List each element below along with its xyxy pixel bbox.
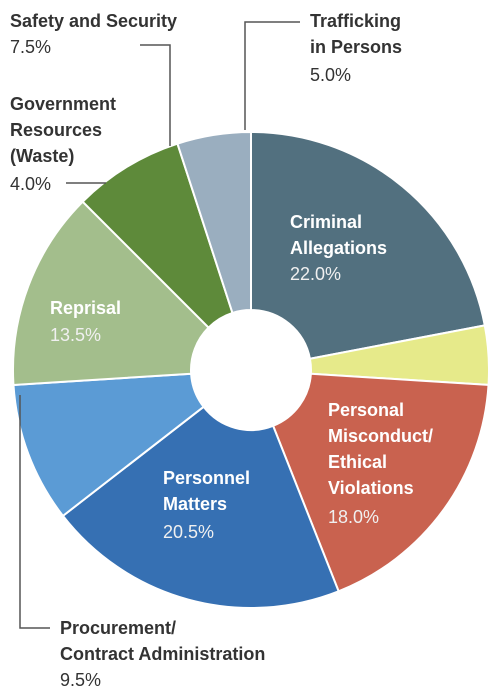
slice [176,130,252,315]
slice [12,200,210,387]
label-line: Procurement/ [60,618,181,638]
category-label: Personnel Matters [163,468,255,514]
value-label: 9.5% [60,670,101,690]
slice [271,372,488,593]
label-line: Reprisal [50,298,121,318]
value-label: 20.5% [163,522,214,542]
leader-line [244,21,300,130]
slice [61,405,340,609]
category-label: Criminal Allegations [290,212,387,258]
label-line: Criminal [290,212,367,232]
leader-line [19,395,50,629]
label-line: in Persons [310,37,402,57]
donut [12,130,488,609]
category-label: Personal Misconduct/ Ethical Violations [328,400,438,498]
value-label: 22.0% [290,264,341,284]
label-line: Matters [163,494,227,514]
leader-line [140,44,171,146]
label-line: (Waste) [10,146,74,166]
value-label: 18.0% [328,507,379,527]
label-line: Safety and Security [10,11,177,31]
label-line: Contract Administration [60,644,265,664]
label-line: Government [10,94,121,114]
value-label: 5.0% [310,65,351,85]
slice [12,372,205,518]
slice [250,130,486,360]
value-label: 4.0% [10,174,51,194]
category-label: Trafficking in Persons [310,11,406,57]
label-line: Allegations [290,238,387,258]
label-line: Ethical [328,452,392,472]
label-line: Trafficking [310,11,406,31]
category-label: Reprisal [50,298,121,318]
label-line: Personnel [163,468,255,488]
category-label: Procurement/ Contract Administration [60,618,265,664]
label-line: Violations [328,478,414,498]
category-label: Safety and Security [10,11,177,31]
label-line: Misconduct/ [328,426,438,446]
value-label: 13.5% [50,325,101,345]
value-label: 7.5% [10,37,51,57]
label-line: Resources [10,120,107,140]
label-line: Personal [328,400,409,420]
category-label: Government Resources (Waste) [10,94,121,166]
labels: Criminal Allegations 22.0% Government Reso… [10,11,438,690]
